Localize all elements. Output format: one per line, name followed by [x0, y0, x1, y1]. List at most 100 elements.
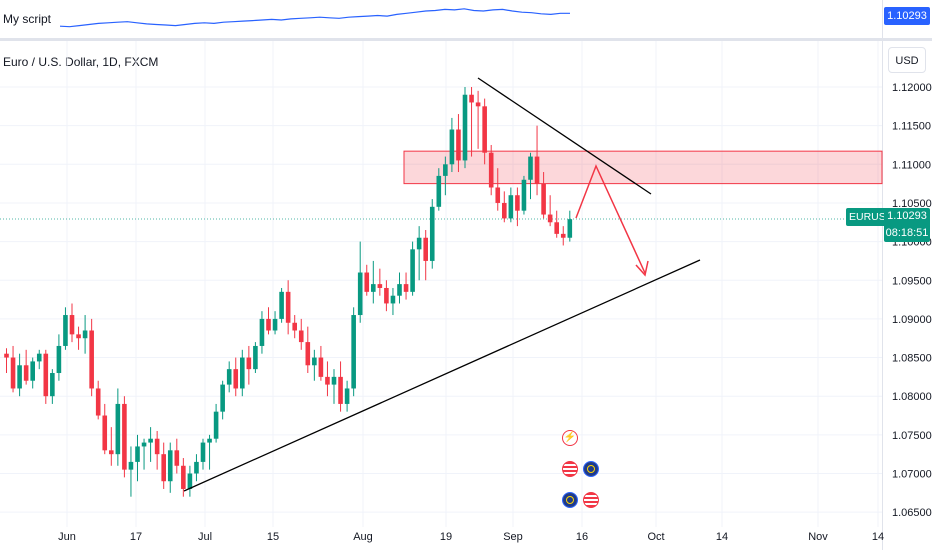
candle — [285, 280, 291, 335]
candle-body — [502, 202, 507, 219]
candle — [351, 307, 356, 397]
candle-body — [495, 187, 501, 203]
candle-body — [312, 357, 317, 366]
candle — [43, 349, 49, 404]
time-tick-label: Nov — [808, 531, 828, 543]
us-flag-icon[interactable] — [562, 461, 578, 477]
candle-body — [325, 376, 330, 385]
candle-body — [63, 315, 68, 346]
candle-body — [351, 315, 356, 389]
candle-body — [115, 403, 121, 455]
candle — [272, 311, 278, 335]
candle-body — [305, 342, 311, 366]
candle — [207, 434, 212, 470]
candle — [390, 287, 396, 316]
candle-body — [279, 291, 284, 319]
candle-body — [76, 334, 81, 339]
candle — [331, 369, 337, 404]
candle-body — [266, 318, 271, 331]
candle-body — [508, 195, 514, 219]
candle-body — [384, 287, 389, 304]
candle — [200, 438, 206, 470]
candle-body — [416, 237, 422, 250]
candle — [233, 357, 239, 397]
candle — [115, 388, 121, 466]
time-tick-label: Jun — [58, 531, 76, 543]
candle-body — [534, 156, 540, 184]
time-tick-label: Aug — [353, 531, 373, 543]
candle-body — [475, 102, 481, 107]
candle-body — [462, 94, 468, 161]
candle-body — [560, 233, 566, 238]
candle — [469, 87, 474, 157]
candle-body — [259, 318, 265, 346]
price-tick-label: 1.06500 — [892, 507, 932, 519]
candle-body — [36, 353, 42, 362]
candle-body — [292, 322, 297, 331]
price-tick-label: 1.07500 — [892, 430, 932, 442]
symbol-title[interactable]: Euro / U.S. Dollar, 1D, FXCM — [3, 55, 159, 69]
candle — [50, 369, 55, 404]
candle-body — [17, 365, 22, 389]
candle — [567, 210, 573, 242]
candle-body — [541, 183, 546, 215]
candle — [135, 434, 140, 482]
eu-flag-icon[interactable] — [583, 461, 599, 477]
main-chart-pane[interactable]: Euro / U.S. Dollar, 1D, FXCM — [0, 41, 932, 550]
candle-body — [194, 461, 199, 474]
script-pane-title[interactable]: My script — [3, 12, 51, 26]
candle — [63, 307, 68, 350]
us-flag-icon[interactable] — [583, 492, 599, 508]
candle — [475, 90, 481, 149]
candle-body — [181, 465, 186, 489]
candle — [154, 430, 160, 470]
pane-separator[interactable] — [0, 38, 932, 41]
candle-body — [410, 249, 415, 292]
candle-body — [456, 129, 461, 161]
candle-body — [102, 415, 108, 451]
candle — [279, 287, 284, 323]
candle — [36, 349, 42, 370]
time-tick-label: Oct — [647, 531, 664, 543]
candle — [318, 345, 324, 381]
candle — [377, 268, 383, 296]
candle — [109, 427, 114, 466]
candle — [371, 260, 376, 304]
candle — [194, 454, 199, 482]
candle — [128, 446, 134, 497]
candle — [259, 311, 265, 354]
candle-body — [429, 206, 435, 261]
candle-body — [122, 403, 127, 470]
candle-body — [30, 361, 35, 381]
candle-body — [298, 330, 304, 343]
candle — [429, 199, 435, 269]
candle — [528, 152, 533, 200]
candle — [174, 438, 180, 474]
candle-body — [272, 318, 278, 331]
candle-body — [318, 357, 324, 377]
candle — [220, 380, 225, 420]
price-tick-label: 1.11500 — [892, 121, 931, 133]
candle-body — [371, 284, 376, 292]
candle-body — [95, 388, 101, 416]
time-tick-label: 19 — [440, 531, 452, 543]
candle-body — [109, 450, 114, 455]
currency-button[interactable]: USD — [888, 47, 926, 73]
candle-body — [482, 106, 487, 153]
candle — [213, 403, 219, 443]
candle-body — [10, 357, 16, 389]
candle-body — [547, 214, 553, 223]
candle — [344, 380, 350, 412]
candle-body — [436, 175, 442, 207]
candle-body — [89, 330, 94, 389]
eu-flag-icon[interactable] — [562, 492, 578, 508]
candle-body — [82, 330, 88, 339]
lightning-icon[interactable]: ⚡ — [562, 430, 578, 446]
candle-body — [207, 438, 212, 443]
script-pane[interactable]: My script 1.10293 — [0, 0, 932, 38]
candle-body — [423, 237, 428, 261]
price-axis[interactable] — [882, 0, 932, 550]
candle-body — [449, 129, 455, 165]
candle — [502, 191, 507, 223]
